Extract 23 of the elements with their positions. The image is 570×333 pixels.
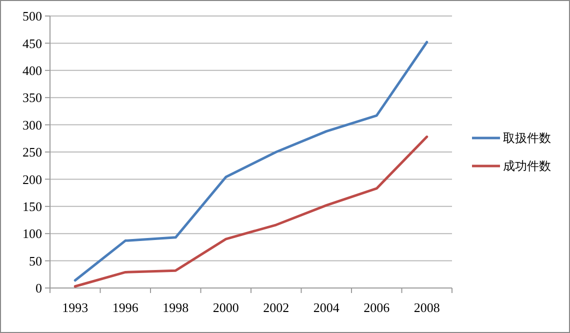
y-tick-label: 250 <box>22 144 42 160</box>
x-tick-label: 2002 <box>263 300 290 315</box>
x-tick-label: 1993 <box>62 300 88 315</box>
y-tick-label: 300 <box>22 117 42 132</box>
y-tick-label: 350 <box>22 90 42 106</box>
line-series <box>74 136 428 288</box>
y-tick-label: 500 <box>22 8 42 24</box>
y-tick-label: 50 <box>29 253 42 268</box>
line-series <box>74 40 428 282</box>
x-tick-label: 2008 <box>414 300 440 315</box>
legend-label: 取扱件数 <box>503 131 551 146</box>
legend-label: 成功件数 <box>503 159 551 174</box>
x-tick-label: 1998 <box>162 300 189 315</box>
y-tick-label: 150 <box>22 198 42 214</box>
y-tick-label: 200 <box>22 172 42 187</box>
y-tick-label: 0 <box>36 280 42 296</box>
x-tick-label: 1996 <box>112 300 139 315</box>
y-tick-label: 100 <box>22 226 42 242</box>
x-tick-label: 2006 <box>364 300 390 315</box>
x-tick-label: 2004 <box>313 300 340 315</box>
x-tick-label: 2000 <box>212 300 239 315</box>
y-tick-label: 400 <box>22 62 42 78</box>
y-tick-label: 450 <box>22 36 42 51</box>
